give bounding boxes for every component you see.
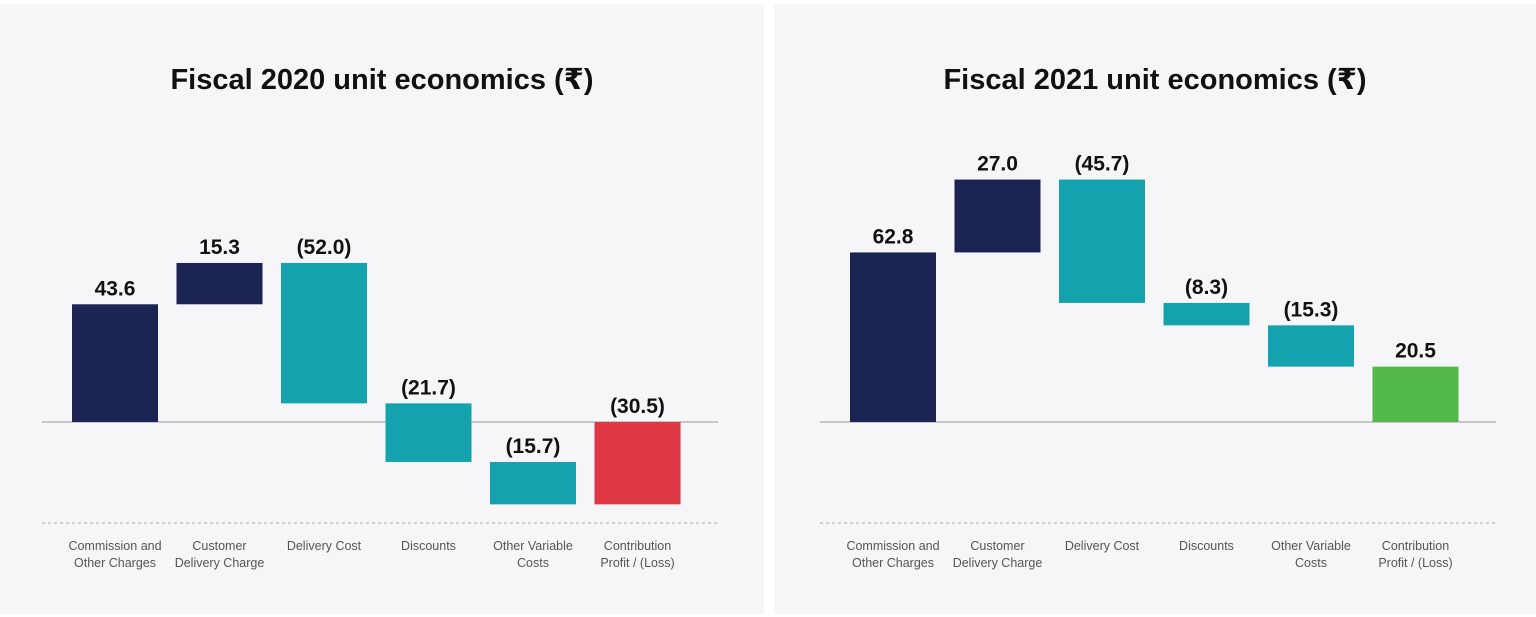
category-label: Delivery Cost bbox=[1064, 539, 1140, 553]
category-label: Discounts bbox=[1179, 539, 1234, 553]
waterfall-bar bbox=[490, 461, 576, 505]
waterfall-bar bbox=[281, 262, 367, 404]
category-label: Contribution Profit / (Loss) bbox=[1378, 539, 1453, 570]
bar-value-label: (30.5) bbox=[610, 395, 665, 418]
waterfall-bar bbox=[1059, 179, 1145, 303]
waterfall-bar bbox=[1163, 302, 1250, 326]
bar-value-label: (45.7) bbox=[1075, 153, 1130, 176]
bar-value-label: 15.3 bbox=[199, 236, 240, 259]
category-labels: Commission and Other Charges Customer De… bbox=[774, 538, 1536, 598]
waterfall-bar bbox=[176, 262, 263, 305]
chart-title: Fiscal 2021 unit economics (₹) bbox=[943, 64, 1367, 96]
category-labels: Commission and Other Charges Customer De… bbox=[0, 538, 764, 598]
category-label: Commission and Other Charges bbox=[846, 539, 940, 570]
bar-value-label: (15.7) bbox=[506, 435, 561, 458]
waterfall-bar bbox=[850, 252, 936, 422]
bar-value-label: 20.5 bbox=[1395, 340, 1436, 363]
waterfall-bar bbox=[954, 179, 1041, 253]
category-label: Delivery Cost bbox=[286, 539, 362, 553]
category-label: Discounts bbox=[401, 539, 456, 553]
bar-value-label: 43.6 bbox=[95, 277, 136, 300]
chart-title: Fiscal 2020 unit economics (₹) bbox=[170, 64, 594, 96]
category-label: Contribution Profit / (Loss) bbox=[600, 539, 675, 570]
bar-value-label: (8.3) bbox=[1185, 276, 1228, 299]
waterfall-bar bbox=[72, 304, 158, 422]
waterfall-bar bbox=[1268, 325, 1354, 367]
category-label: Customer Delivery Charge bbox=[174, 539, 265, 570]
bar-value-label: 62.8 bbox=[873, 225, 914, 248]
bar-value-label: (15.3) bbox=[1284, 298, 1339, 321]
category-label: Commission and Other Charges bbox=[68, 539, 162, 570]
waterfall-chart-fiscal-2021: 62.8 27.0 (45.7) (8.3) (15.3) 20.5 bbox=[820, 153, 1496, 524]
bar-value-label: (21.7) bbox=[401, 376, 456, 399]
waterfall-chart-fiscal-2020: 43.6 15.3 (52.0) (21.7) (15.7) (30.5) bbox=[42, 236, 718, 524]
waterfall-bar bbox=[594, 422, 681, 505]
category-label: Other Variable Costs bbox=[493, 539, 573, 570]
waterfall-bar bbox=[1372, 366, 1459, 422]
chart-panel-fiscal-2020: Fiscal 2020 unit economics (₹) 43.6 15.3 (… bbox=[0, 4, 764, 614]
category-label: Customer Delivery Charge bbox=[952, 539, 1043, 570]
waterfall-bar bbox=[385, 403, 472, 462]
chart-panel-fiscal-2021: Fiscal 2021 unit economics (₹) 62.8 27.0 (… bbox=[774, 4, 1536, 614]
bar-value-label: (52.0) bbox=[297, 236, 352, 259]
category-label: Other Variable Costs bbox=[1271, 539, 1351, 570]
bar-value-label: 27.0 bbox=[977, 153, 1018, 176]
